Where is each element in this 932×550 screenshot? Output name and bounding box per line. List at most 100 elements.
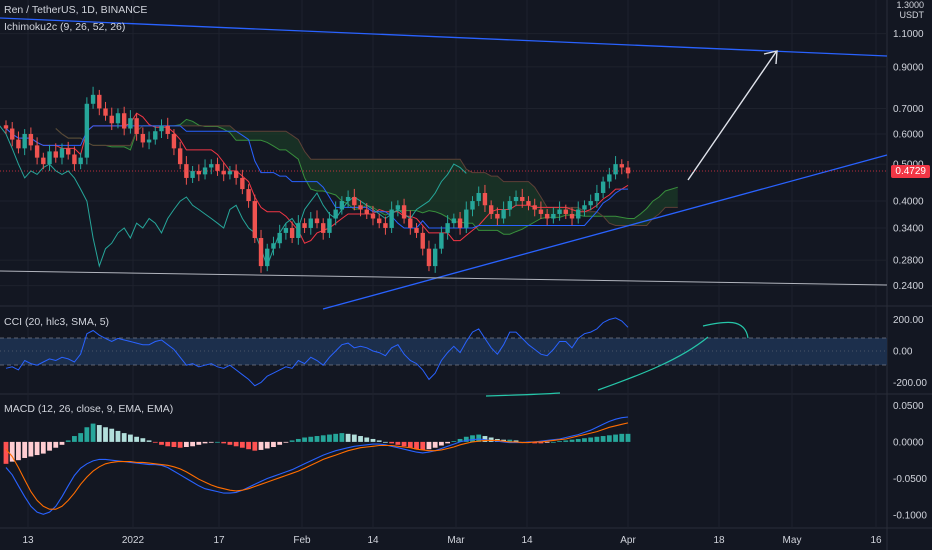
cci-line	[5, 317, 629, 387]
support-line[interactable]	[0, 270, 888, 286]
candle-body	[600, 181, 606, 193]
macd-legend[interactable]: MACD (12, 26, close, 9, EMA, EMA)	[4, 403, 174, 415]
candle-body	[451, 218, 457, 224]
macd-bar	[103, 427, 108, 442]
macd-bar	[314, 436, 320, 442]
macd-bar	[327, 434, 332, 442]
time-tick-label: Mar	[447, 535, 465, 546]
candle-body	[47, 151, 52, 165]
macd-bar	[563, 440, 569, 442]
macd-bar	[613, 434, 618, 442]
candle-body	[196, 170, 202, 175]
candle-body	[202, 167, 208, 175]
macd-bar	[476, 434, 482, 442]
candle-body	[420, 232, 425, 249]
candle-body	[10, 128, 15, 140]
price-tick-label: 0.7000	[893, 104, 924, 115]
candle-body	[258, 237, 264, 267]
macd-bar	[16, 441, 21, 461]
macd-bar	[65, 440, 71, 442]
macd-bar	[507, 439, 513, 442]
macd-bar	[588, 437, 594, 442]
macd-bar	[432, 441, 438, 448]
candle-body	[333, 209, 338, 219]
candle-body	[364, 209, 369, 214]
price-tick-label: 0.3400	[893, 223, 924, 234]
candle-body	[551, 213, 556, 219]
candle-body	[389, 209, 394, 228]
candle-body	[445, 223, 450, 233]
macd-bar	[134, 436, 140, 442]
candle-body	[401, 205, 407, 219]
cci-drawing-base[interactable]	[485, 392, 561, 397]
candle-body	[470, 201, 475, 210]
macd-bar	[146, 440, 152, 442]
time-axis[interactable]: 13 2022 17 Feb 14 Mar 14 Apr 18 May 16	[22, 535, 882, 546]
candle-body	[109, 115, 114, 124]
candle-body	[190, 170, 195, 178]
price-axis[interactable]: 0.24000.28000.34000.40000.50000.60000.70…	[893, 29, 924, 292]
macd-bar	[426, 441, 432, 450]
candle-body	[72, 154, 77, 165]
candle-body	[134, 118, 139, 134]
macd-bar	[128, 434, 133, 442]
price-tick-label: 0.9000	[893, 62, 924, 73]
candle-body	[302, 223, 307, 228]
macd-bar	[183, 441, 189, 448]
macd-bar	[177, 441, 183, 448]
macd-bar	[140, 438, 146, 442]
candle-body	[121, 113, 127, 129]
candlesticks	[3, 86, 631, 273]
cci-axis[interactable]: 200.00 0.00 -200.00	[893, 315, 927, 389]
candle-body	[370, 213, 376, 219]
macd-bar	[109, 428, 115, 442]
candle-body	[289, 227, 295, 238]
macd-bar	[550, 441, 556, 443]
candle-body	[277, 232, 282, 244]
macd-axis[interactable]: 0.0500 0.0000 -0.0500 -0.1000	[893, 401, 927, 522]
candle-body	[177, 148, 183, 165]
candle-body	[28, 133, 34, 146]
macd-bar	[9, 441, 15, 462]
macd-bar	[202, 441, 208, 444]
macd-bar	[53, 441, 59, 448]
time-tick-label: 16	[870, 535, 882, 546]
macd-bar	[115, 430, 121, 442]
time-tick-label: 14	[367, 535, 379, 546]
upper-trendline[interactable]	[0, 17, 888, 57]
candle-body	[221, 170, 226, 175]
cci-legend[interactable]: CCI (20, hlc3, SMA, 5)	[4, 316, 110, 328]
candle-body	[159, 125, 164, 132]
macd-bar	[333, 433, 339, 442]
price-tick-label: 0.4000	[893, 197, 924, 208]
ascending-trendline[interactable]	[322, 154, 888, 310]
macd-bar	[96, 425, 102, 442]
macd-tick-label: 0.0500	[893, 401, 924, 412]
candle-body	[414, 227, 419, 233]
candle-body	[383, 223, 388, 228]
candle-body	[233, 170, 239, 178]
cci-drawing-hook[interactable]	[702, 321, 749, 339]
macd-bar	[171, 441, 177, 448]
candle-body	[569, 213, 575, 219]
macd-bar	[264, 441, 270, 449]
candle-body	[22, 133, 27, 149]
macd-bar	[370, 438, 376, 442]
macd-tick-label: -0.0500	[893, 474, 927, 485]
macd-bar	[28, 441, 34, 457]
candle-body	[501, 209, 506, 219]
ichimoku-legend[interactable]: Ichimoku2c (9, 26, 52, 26)	[4, 21, 126, 33]
symbol-title[interactable]: Ren / TetherUS, 1D, BINANCE	[4, 4, 148, 16]
macd-bar	[538, 441, 544, 444]
arrow-drawing[interactable]	[687, 50, 778, 181]
time-tick-label: 17	[213, 535, 225, 546]
ichimoku-lines	[0, 112, 629, 268]
macd-bar	[532, 441, 538, 444]
candle-body	[520, 196, 525, 202]
kijun-line	[5, 125, 628, 229]
candle-body	[314, 218, 320, 224]
candle-body	[246, 189, 251, 202]
cci-drawing-curve[interactable]	[597, 336, 709, 391]
macd-bar	[190, 441, 195, 447]
